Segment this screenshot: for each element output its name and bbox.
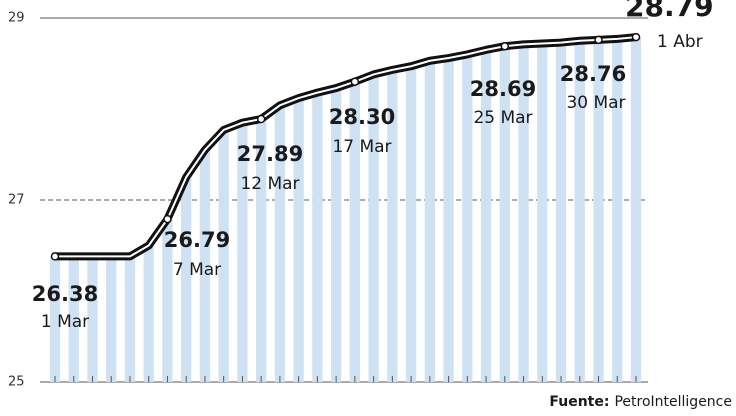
bar [443,58,453,382]
point [633,34,640,41]
bar [406,66,416,382]
point [164,216,171,223]
date-label: 17 Mar [332,137,391,157]
bar [293,98,303,382]
bar [593,40,603,382]
value-label: 28.76 [560,62,626,86]
y-tick-label: 29 [8,11,25,26]
bar [144,246,154,383]
source-label: Fuente: [549,394,609,410]
bar [612,39,622,382]
date-label: 12 Mar [240,174,299,194]
point [52,253,59,260]
date-label: 1 Mar [41,312,89,332]
value-label: 28.30 [329,105,395,129]
value-label: 26.38 [32,282,98,306]
bar [312,93,322,382]
bar [331,88,341,382]
value-label: 28.79 [625,0,714,23]
bar [537,43,547,382]
date-label: 25 Mar [473,108,532,128]
value-label: 27.89 [237,142,303,166]
point [351,78,358,85]
bar [462,54,472,382]
bar [219,130,229,382]
bar [556,43,566,382]
date-label: 30 Mar [566,93,625,113]
bar [125,256,135,382]
date-label: 7 Mar [173,260,221,280]
bar [106,256,116,382]
chart: Fuente: PetroIntelligence 25 27 29 26.38 1 M… [0,0,736,416]
value-label: 26.79 [164,228,230,252]
point [595,36,602,43]
y-tick-label: 25 [8,375,25,390]
y-tick-label: 27 [8,193,25,208]
point [258,116,265,123]
bar [425,61,435,382]
bar [631,37,641,382]
point [501,43,508,50]
date-label: 1 Abr [657,32,703,52]
bar [575,41,585,382]
value-label: 28.69 [470,77,536,101]
source: PetroIntelligence [614,394,732,410]
